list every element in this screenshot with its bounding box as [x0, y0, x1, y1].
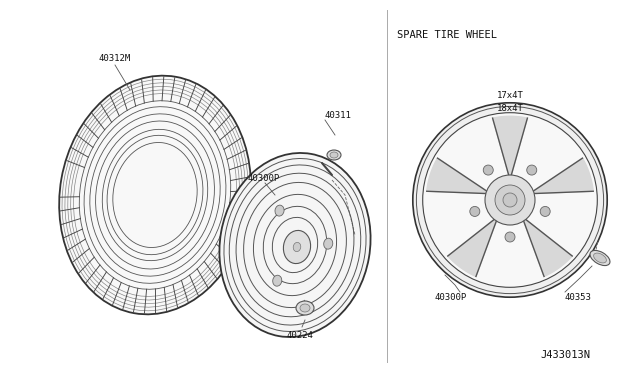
Ellipse shape [324, 238, 333, 249]
Ellipse shape [275, 205, 284, 216]
Ellipse shape [495, 185, 525, 215]
Text: 17x4T: 17x4T [497, 90, 524, 99]
Ellipse shape [590, 250, 610, 266]
Ellipse shape [293, 243, 301, 251]
Ellipse shape [296, 301, 314, 315]
Polygon shape [493, 116, 527, 175]
Polygon shape [427, 158, 486, 193]
Polygon shape [533, 158, 593, 193]
Ellipse shape [413, 103, 607, 297]
Ellipse shape [284, 230, 310, 264]
Ellipse shape [527, 165, 537, 175]
Ellipse shape [300, 304, 310, 312]
Ellipse shape [273, 275, 282, 286]
Text: 40353: 40353 [565, 294, 592, 302]
Ellipse shape [327, 150, 341, 160]
Text: 40312M: 40312M [99, 54, 131, 62]
Ellipse shape [594, 253, 606, 263]
Text: 40224: 40224 [287, 330, 314, 340]
Ellipse shape [503, 193, 517, 207]
Polygon shape [448, 219, 497, 276]
Ellipse shape [59, 76, 251, 314]
Ellipse shape [330, 152, 338, 158]
Text: 40300P: 40300P [248, 173, 280, 183]
Text: SPARE TIRE WHEEL: SPARE TIRE WHEEL [397, 30, 497, 40]
Polygon shape [524, 219, 572, 276]
Ellipse shape [485, 175, 535, 225]
Text: J433013N: J433013N [540, 350, 590, 360]
Ellipse shape [540, 206, 550, 217]
Text: 40311: 40311 [325, 110, 352, 119]
Text: 18x4T: 18x4T [497, 103, 524, 112]
Ellipse shape [470, 206, 480, 217]
Ellipse shape [220, 153, 371, 337]
Ellipse shape [483, 165, 493, 175]
Text: 40300P: 40300P [435, 294, 467, 302]
Ellipse shape [422, 113, 597, 287]
Ellipse shape [505, 232, 515, 242]
